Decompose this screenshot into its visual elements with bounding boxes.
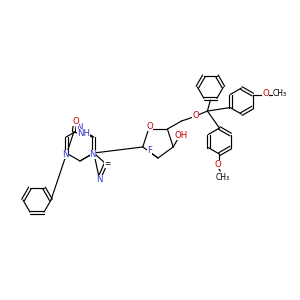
Text: F: F: [147, 146, 152, 154]
Text: O: O: [146, 122, 153, 130]
Text: N: N: [97, 175, 103, 184]
Text: O: O: [262, 89, 269, 98]
Text: O: O: [192, 111, 199, 120]
Text: =: =: [104, 159, 110, 168]
Text: O: O: [73, 116, 79, 125]
Text: CH₃: CH₃: [215, 172, 230, 182]
Text: CH₃: CH₃: [273, 89, 287, 98]
Text: N: N: [76, 123, 82, 132]
Text: NH: NH: [77, 128, 90, 137]
Text: N: N: [62, 150, 68, 159]
Text: N: N: [90, 150, 96, 159]
Text: O: O: [214, 160, 221, 169]
Text: OH: OH: [175, 131, 188, 140]
